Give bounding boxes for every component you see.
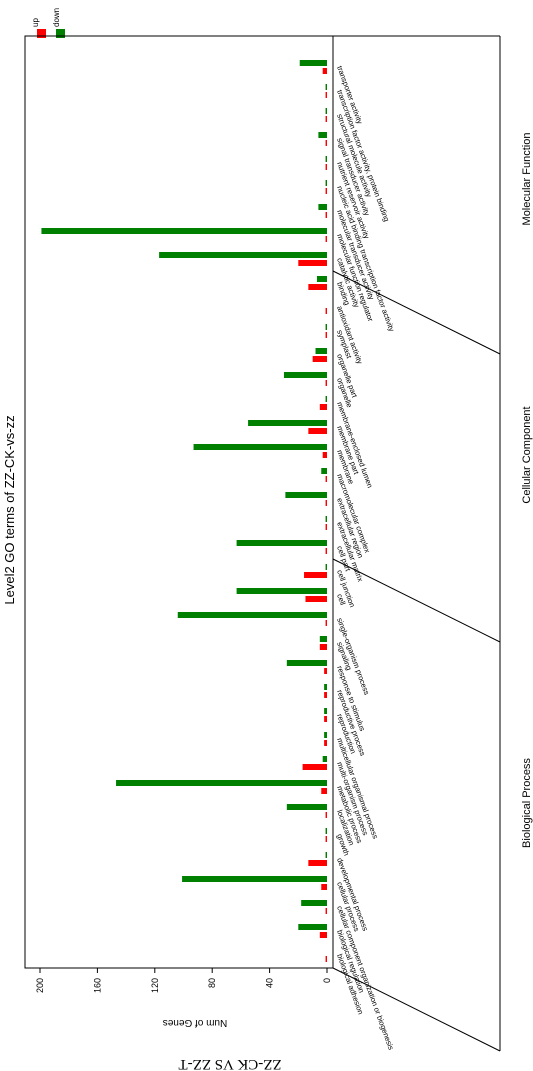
bar-up — [322, 68, 327, 74]
group-separator — [332, 270, 501, 355]
bar-up — [325, 524, 327, 530]
bar-up — [325, 92, 327, 98]
bar-down — [325, 828, 327, 834]
bar-down — [41, 228, 328, 234]
bar-up — [321, 788, 327, 794]
chart-subtitle: ZZ-CK VS ZZ-T — [178, 1056, 281, 1071]
bar-down — [318, 132, 327, 138]
bar-down — [325, 84, 327, 90]
bar-up — [325, 188, 327, 194]
bar-down — [324, 732, 327, 738]
bar-up — [325, 212, 327, 218]
bar-down — [193, 444, 327, 450]
bar-down — [325, 396, 327, 402]
bar-up — [325, 812, 327, 818]
y-tick-label: 200 — [35, 978, 45, 993]
bar-down — [298, 924, 327, 930]
bar-up — [324, 740, 327, 746]
bar-up — [304, 572, 327, 578]
y-axis-label: Num of Genes — [163, 1017, 227, 1028]
bar-down — [116, 780, 328, 786]
bar-down — [283, 372, 327, 378]
bar-down — [286, 804, 327, 810]
y-tick-label: 40 — [265, 978, 275, 988]
bar-down — [285, 492, 327, 498]
bar-up — [305, 596, 327, 602]
bar-up — [324, 692, 327, 698]
bar-up — [325, 836, 327, 842]
y-tick-label: 0 — [322, 978, 332, 983]
bar-up — [321, 884, 327, 890]
group-label: Biological Process — [521, 758, 533, 848]
bar-up — [324, 716, 327, 722]
bar-up — [325, 308, 327, 314]
bar-down — [324, 684, 327, 690]
bar-up — [319, 644, 327, 650]
bar-down — [236, 588, 327, 594]
y-tick-label: 160 — [92, 978, 102, 993]
bar-down — [301, 900, 327, 906]
bar-up — [325, 332, 327, 338]
bar-up — [312, 356, 327, 362]
bar-down — [299, 60, 327, 66]
group-label: Molecular Function — [521, 133, 533, 226]
bar-down — [325, 324, 327, 330]
bar-down — [318, 204, 327, 210]
bar-down — [325, 156, 327, 162]
category-label: cell — [335, 593, 347, 607]
bar-up — [325, 956, 327, 962]
bar-down — [322, 756, 327, 762]
bar-up — [325, 140, 327, 146]
bar-up — [302, 764, 327, 770]
bar-down — [236, 540, 327, 546]
bar-up — [325, 236, 327, 242]
bar-up — [325, 380, 327, 386]
legend-label-up: up — [31, 18, 40, 27]
frame-bottom-edge — [332, 967, 501, 1052]
bar-down — [325, 180, 327, 186]
bar-up — [325, 116, 327, 122]
bar-down — [325, 852, 327, 858]
bar-up — [319, 932, 327, 938]
bar-down — [177, 612, 327, 618]
legend: up down — [31, 8, 65, 38]
y-tick-label: 120 — [150, 978, 160, 993]
bar-down — [316, 276, 327, 282]
bar-up — [308, 860, 327, 866]
y-tick-label: 80 — [207, 978, 217, 988]
bar-up — [308, 428, 327, 434]
bar-down — [182, 876, 327, 882]
bar-down — [248, 420, 327, 426]
bar-down — [325, 564, 327, 570]
bar-up — [325, 620, 327, 626]
bar-up — [319, 404, 327, 410]
legend-label-down: down — [52, 8, 61, 27]
bar-up — [322, 452, 327, 458]
bar-up — [298, 260, 327, 266]
bar-up — [325, 548, 327, 554]
bar-up — [308, 284, 327, 290]
bar-down — [319, 636, 327, 642]
bar-up — [325, 500, 327, 506]
bar-up — [325, 476, 327, 482]
bar-down — [324, 708, 327, 714]
bar-down — [315, 348, 327, 354]
bar-down — [321, 468, 327, 474]
bar-up — [325, 164, 327, 170]
bar-down — [159, 252, 327, 258]
legend-swatch-up — [37, 29, 46, 38]
group-label: Cellular Component — [521, 406, 533, 503]
bar-down — [325, 516, 327, 522]
bar-up — [325, 908, 327, 914]
group-separator — [332, 558, 501, 643]
plot-area — [24, 35, 334, 969]
bar-up — [324, 668, 327, 674]
bar-down — [325, 108, 327, 114]
legend-swatch-down — [56, 29, 65, 38]
chart-title: Level2 GO terms of ZZ-CK-vs-zz — [2, 415, 17, 604]
bar-down — [286, 660, 327, 666]
